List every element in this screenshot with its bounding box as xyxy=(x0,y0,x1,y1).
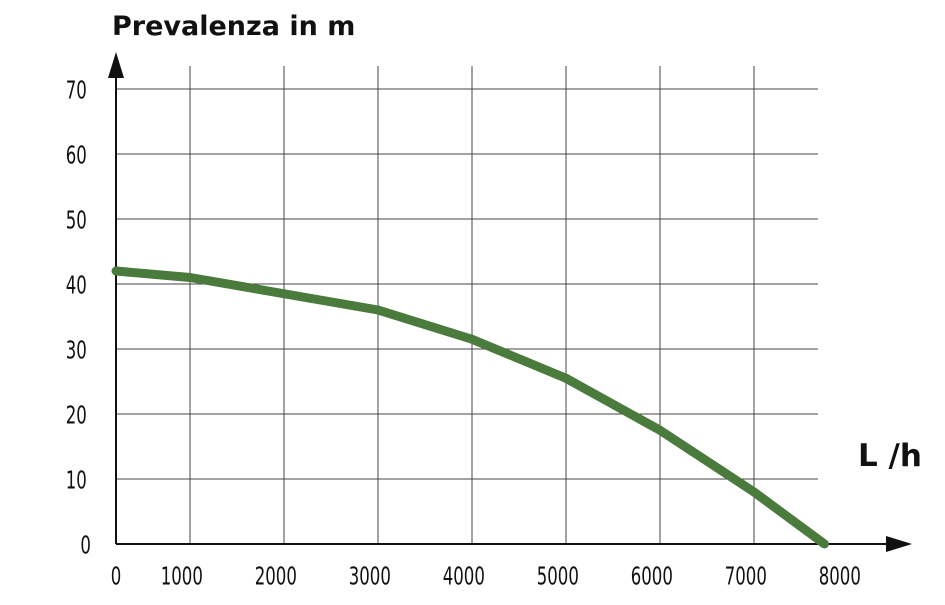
x-axis-title: L /h xyxy=(858,438,922,474)
x-tick-label: 8000 xyxy=(819,561,861,590)
y-tick-label: 10 xyxy=(66,465,87,494)
x-tick-label: 1000 xyxy=(161,561,203,590)
x-tick-label: 3000 xyxy=(349,561,391,590)
data-point xyxy=(749,487,759,497)
axes xyxy=(108,52,912,552)
x-tick-label: 4000 xyxy=(443,561,485,590)
data-point xyxy=(373,305,383,315)
y-tick-label: 70 xyxy=(66,75,87,104)
y-axis-title: Prevalenza in m xyxy=(112,11,355,42)
data-point xyxy=(655,425,665,435)
data-point xyxy=(185,273,195,282)
y-tick-label: 50 xyxy=(66,205,87,234)
data-point xyxy=(467,334,477,344)
y-tick-label: 0 xyxy=(80,530,91,559)
x-axis-arrow xyxy=(886,536,912,552)
x-tick-label: 7000 xyxy=(725,561,767,590)
tick-labels: 0 10 20 30 40 50 60 70 0 1000 2000 3000 4000 5000 6000… xyxy=(66,75,861,590)
x-tick-label: 5000 xyxy=(537,561,579,590)
y-tick-label: 40 xyxy=(66,270,87,299)
y-tick-label: 30 xyxy=(66,335,87,364)
x-tick-label: 6000 xyxy=(631,561,673,590)
series xyxy=(111,266,829,549)
y-axis-arrow xyxy=(108,52,124,78)
data-point xyxy=(820,539,829,549)
grid xyxy=(116,66,818,544)
series-line-0 xyxy=(115,266,828,548)
data-point xyxy=(561,373,571,383)
x-tick-label: 0 xyxy=(111,561,122,590)
y-tick-label: 60 xyxy=(66,140,87,169)
data-point xyxy=(279,289,289,299)
y-tick-label: 20 xyxy=(66,400,87,429)
data-point xyxy=(111,266,121,276)
x-tick-label: 2000 xyxy=(255,561,297,590)
